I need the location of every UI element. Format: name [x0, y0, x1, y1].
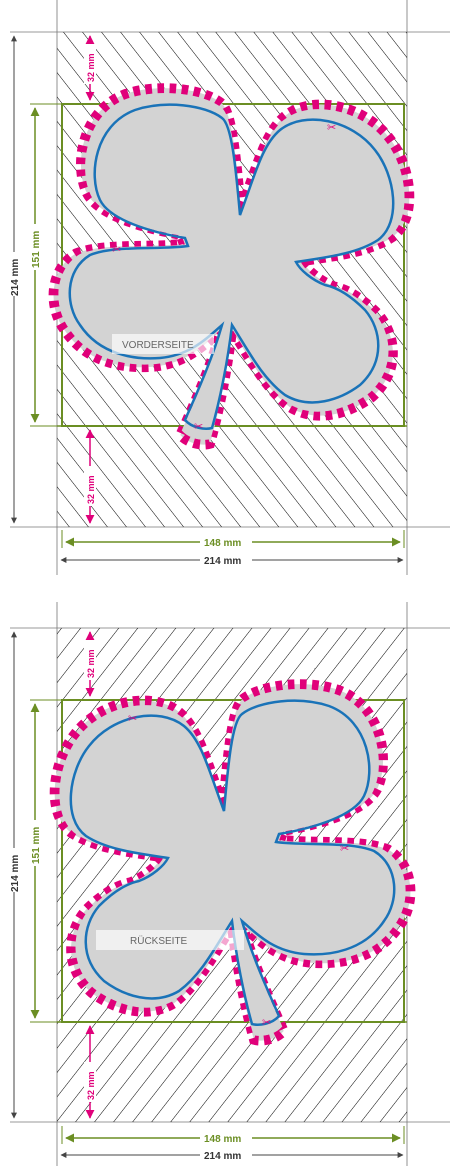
dim-total-height-label: 214 mm [10, 259, 21, 296]
dim-motif-width-label: 148 mm [204, 538, 241, 549]
scissors-icon: ✂ [194, 421, 203, 433]
dim-label-bg [84, 466, 96, 506]
dim-margin-bottom-label: 32 mm [86, 1071, 96, 1100]
dim-motif-width-label: 148 mm [204, 1134, 241, 1145]
dim-label-bg [29, 820, 41, 866]
dim-motif-height-label: 151 mm [31, 827, 42, 864]
scissors-icon: ✂ [340, 843, 349, 855]
dim-margin-top-label: 32 mm [86, 649, 96, 678]
dim-label-bg [84, 640, 96, 680]
dim-label-bg [8, 848, 20, 892]
dim-margin-top-label: 32 mm [86, 53, 96, 82]
side-label-bg [112, 334, 214, 354]
side-label: RÜCKSEITE [130, 935, 188, 947]
dim-label-bg [29, 224, 41, 270]
scissors-icon: ✂ [112, 244, 121, 256]
dim-label-bg [200, 1148, 252, 1162]
dim-label-bg [84, 1062, 96, 1102]
dim-total-height-label: 214 mm [10, 855, 21, 892]
dim-motif-height-label: 151 mm [31, 231, 42, 268]
scissors-icon: ✂ [128, 713, 137, 725]
dim-margin-bottom-label: 32 mm [86, 475, 96, 504]
dim-label-bg [200, 553, 252, 567]
panel-front: ✂ ✂ ✂ VORDERSEITE 214 mm 151 mm 32 mm 32 [8, 0, 450, 575]
scissors-icon: ✂ [327, 122, 336, 134]
dim-label-bg [8, 252, 20, 296]
panel-back: ✂ ✂ ✂ RÜCKSEITE 214 mm 151 mm 32 mm 32 m… [8, 602, 450, 1166]
dim-total-width-label: 214 mm [204, 1151, 241, 1162]
scissors-icon: ✂ [262, 1017, 271, 1029]
side-label-bg [96, 930, 244, 950]
dim-label-bg [200, 535, 252, 549]
dim-total-width-label: 214 mm [204, 556, 241, 567]
side-label: VORDERSEITE [122, 340, 194, 351]
dim-label-bg [84, 44, 96, 84]
dim-label-bg [200, 1131, 252, 1145]
